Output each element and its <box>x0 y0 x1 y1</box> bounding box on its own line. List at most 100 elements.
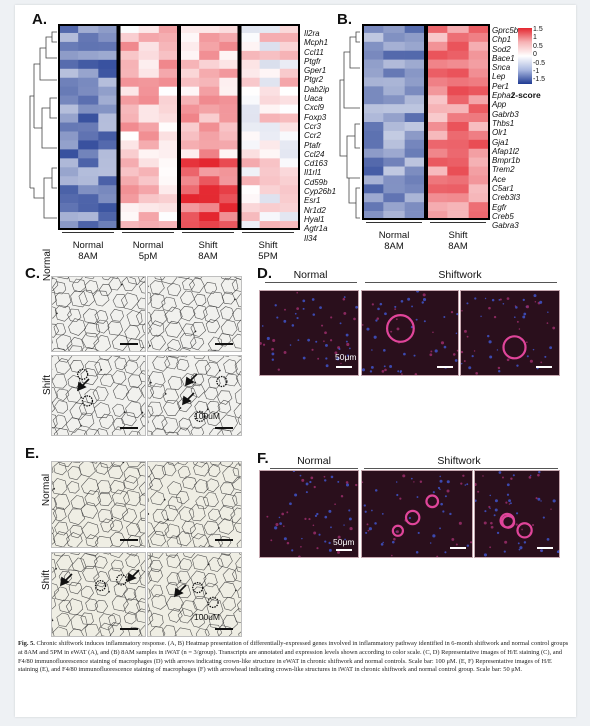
nucleus-dot <box>309 480 312 484</box>
adipocyte-outline <box>165 582 180 596</box>
adipocyte-outline <box>124 324 141 340</box>
adipocyte-outline <box>68 628 84 636</box>
heatmap-cell <box>404 86 427 96</box>
panel-b-group-labels: Normal 8AM Shift 8AM <box>362 222 490 262</box>
heatmap-cell <box>468 139 491 150</box>
nucleus-dot <box>439 488 441 491</box>
heatmap-cell <box>179 104 200 114</box>
nucleus-dot <box>446 489 450 493</box>
adipocyte-outline <box>217 390 233 405</box>
nucleus-dot <box>328 541 331 545</box>
adipocyte-outline <box>139 361 145 375</box>
heatmap-cell <box>239 158 260 168</box>
adipocyte-outline <box>78 289 96 307</box>
gene-label: Ccr3 <box>304 121 321 131</box>
nucleus-dot <box>542 516 545 519</box>
nucleus-dot <box>291 549 294 552</box>
nucleus-dot <box>305 491 308 494</box>
heatmap-cell <box>78 176 99 186</box>
heatmap-cell <box>118 131 139 141</box>
nucleus-dot <box>391 540 395 544</box>
adipocyte-outline <box>223 359 238 375</box>
adipocyte-outline <box>207 464 221 478</box>
nucleus-dot <box>311 298 315 301</box>
heatmap-cell <box>383 193 405 203</box>
adipocyte-outline <box>113 582 128 597</box>
adipocyte-outline <box>53 553 66 557</box>
nucleus-dot <box>353 317 356 321</box>
adipocyte-outline <box>111 559 124 572</box>
heatmap-cell <box>219 113 240 123</box>
adipocyte-outline <box>94 599 109 614</box>
heatmap-cell <box>199 149 220 159</box>
heatmap-cell <box>158 167 180 177</box>
adipocyte-outline <box>176 358 190 372</box>
heatmap-cell <box>383 68 405 78</box>
heatmap-cell <box>199 113 220 123</box>
heatmap-cell <box>179 59 200 70</box>
adipocyte-outline <box>167 608 183 623</box>
gene-label: Ccl11 <box>304 47 324 57</box>
heatmap-cell <box>78 122 99 132</box>
heatmap-cell <box>279 113 301 123</box>
adipocyte-outline <box>54 400 69 414</box>
adipocyte-outline <box>156 356 166 358</box>
nucleus-dot <box>348 509 351 512</box>
nucleus-dot <box>501 476 504 479</box>
nucleus-dot <box>272 338 276 342</box>
adipocyte-outline <box>190 426 205 435</box>
heatmap-cell <box>158 158 180 168</box>
heatmap-cell <box>426 122 448 132</box>
adipocyte-outline <box>166 535 182 547</box>
group-label: Shift 5PM <box>258 240 278 262</box>
adipocyte-outline <box>161 504 179 522</box>
group-label: Normal 8AM <box>378 230 410 252</box>
nucleus-dot <box>461 350 464 354</box>
heatmap-cell <box>468 59 491 69</box>
heatmap-cell <box>78 86 99 96</box>
heatmap-cell <box>199 176 220 186</box>
heatmap-cell <box>58 24 79 34</box>
adipocyte-outline <box>195 496 210 509</box>
nucleus-dot <box>325 364 329 368</box>
heatmap-cell <box>447 77 469 87</box>
adipocyte-outline <box>140 402 145 418</box>
gene-label: Egfr <box>492 202 507 212</box>
nucleus-dot <box>338 347 341 351</box>
nucleus-dot <box>313 531 317 535</box>
nucleus-dot <box>370 365 374 369</box>
adipocyte-outline <box>234 388 241 405</box>
heatmap-cell <box>259 185 281 195</box>
scale-bar <box>536 366 552 368</box>
heatmap-cell <box>426 139 448 150</box>
heatmap-cell <box>78 50 99 61</box>
heatmap-cell <box>259 221 281 231</box>
adipocyte-outline <box>100 462 115 469</box>
arrow-icon <box>127 569 140 583</box>
nucleus-dot <box>468 366 472 370</box>
heatmap-cell <box>362 122 384 132</box>
heatmap-cell <box>383 202 405 212</box>
nucleus-dot <box>376 317 380 320</box>
adipocyte-outline <box>204 361 221 377</box>
heatmap-cell <box>426 59 448 69</box>
nucleus-dot <box>307 338 311 342</box>
nucleus-dot <box>403 352 406 356</box>
heatmap-cell <box>158 95 180 105</box>
adipocyte-outline <box>52 414 58 429</box>
nucleus-dot <box>382 541 384 544</box>
nucleus-dot <box>274 304 277 307</box>
adipocyte-outline <box>111 489 130 507</box>
arrow-icon <box>60 573 73 587</box>
heatmap-cell <box>426 50 448 60</box>
group-label: Normal 5pM <box>132 240 164 262</box>
adipocyte-outline <box>206 401 221 414</box>
he-image-normal-1 <box>51 461 146 548</box>
gene-label: Gabrb3 <box>492 109 519 119</box>
heatmap-cell <box>199 122 220 132</box>
nucleus-dot <box>509 502 512 505</box>
scale-bar <box>120 539 138 541</box>
heatmap-cell <box>447 202 469 212</box>
heatmap-cell <box>259 95 281 105</box>
heatmap-cell <box>362 184 384 194</box>
